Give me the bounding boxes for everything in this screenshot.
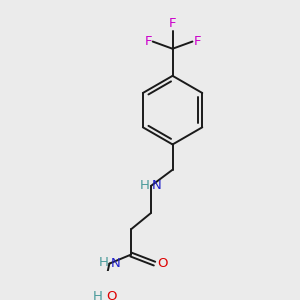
Text: N: N (110, 257, 120, 270)
Text: F: F (144, 35, 152, 48)
Text: H: H (93, 290, 103, 300)
Text: O: O (106, 290, 116, 300)
Text: F: F (169, 17, 176, 30)
Text: H: H (140, 178, 150, 192)
Text: N: N (152, 179, 162, 193)
Text: O: O (157, 257, 168, 270)
Text: H: H (99, 256, 109, 269)
Text: F: F (193, 35, 201, 48)
